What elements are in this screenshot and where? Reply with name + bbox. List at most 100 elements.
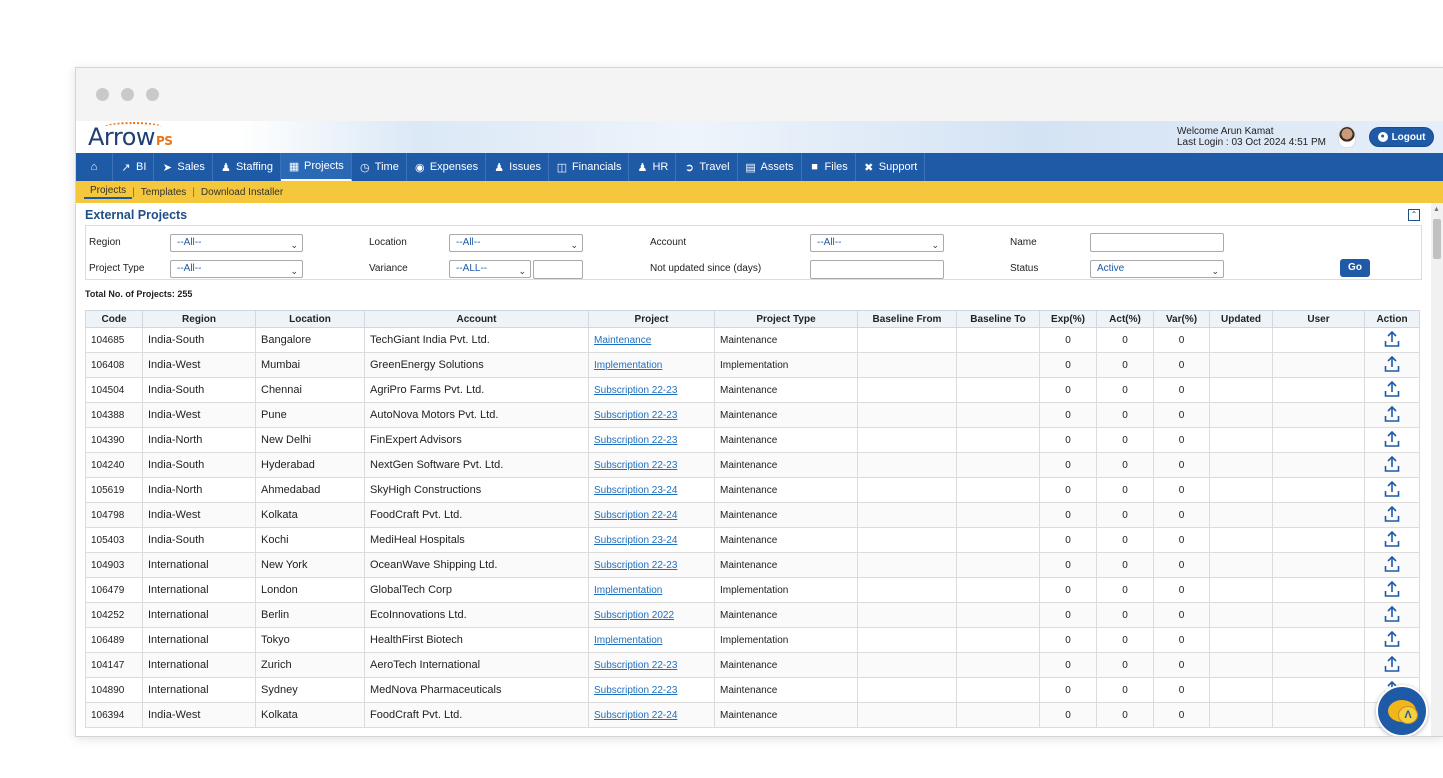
nav-item-files[interactable]: ■ Files — [802, 153, 856, 181]
project-link[interactable]: Subscription 22-23 — [594, 435, 678, 446]
column-header-action[interactable]: Action — [1364, 310, 1420, 328]
chat-assistant-button[interactable]: Λ — [1376, 685, 1428, 736]
nav-item-home[interactable]: ⌂ — [76, 153, 113, 181]
table-row[interactable]: 104890 International Sydney MedNova Pharmac… — [85, 677, 1420, 703]
location-select[interactable]: --All-- ⌄ — [449, 234, 583, 252]
nav-item-hr[interactable]: ♟ HR — [629, 153, 677, 181]
not-updated-input[interactable] — [810, 260, 944, 279]
project-link[interactable]: Subscription 2022 — [594, 610, 675, 621]
collapse-icon[interactable]: ⌃ — [1408, 209, 1420, 221]
upload-icon[interactable] — [1384, 580, 1400, 597]
scrollbar-thumb[interactable] — [1433, 219, 1441, 259]
column-header-updated[interactable]: Updated — [1209, 310, 1273, 328]
project-link[interactable]: Subscription 23-24 — [594, 485, 678, 496]
column-header-baseline-to[interactable]: Baseline To — [956, 310, 1040, 328]
avatar[interactable] — [1338, 126, 1356, 148]
upload-icon[interactable] — [1384, 655, 1400, 672]
project-type-select[interactable]: --All-- ⌄ — [170, 260, 303, 278]
window-maximize-dot[interactable] — [146, 88, 159, 101]
variance-input[interactable] — [533, 260, 583, 279]
column-header-code[interactable]: Code — [85, 310, 143, 328]
project-link[interactable]: Subscription 22-23 — [594, 660, 678, 671]
nav-item-time[interactable]: ◷ Time — [352, 153, 407, 181]
upload-icon[interactable] — [1384, 430, 1400, 447]
table-row[interactable]: 106489 International Tokyo HealthFirst Biot… — [85, 627, 1420, 653]
nav-item-projects[interactable]: ▦ Projects — [281, 153, 352, 181]
project-link[interactable]: Subscription 22-24 — [594, 510, 678, 521]
nav-item-financials[interactable]: ◫ Financials — [549, 153, 630, 181]
table-row[interactable]: 105403 India-South Kochi MediHeal Hospitals… — [85, 527, 1420, 553]
upload-icon[interactable] — [1384, 355, 1400, 372]
upload-icon[interactable] — [1384, 630, 1400, 647]
nav-item-staffing[interactable]: ♟ Staffing — [213, 153, 282, 181]
upload-icon[interactable] — [1384, 330, 1400, 347]
upload-icon[interactable] — [1384, 480, 1400, 497]
project-link[interactable]: Subscription 22-23 — [594, 560, 678, 571]
nav-item-bi[interactable]: ↗ BI — [113, 153, 155, 181]
variance-select[interactable]: --ALL-- ⌄ — [449, 260, 531, 278]
table-row[interactable]: 104903 International New York OceanWave Shi… — [85, 552, 1420, 578]
app-logo[interactable]: ArrowPS — [88, 122, 173, 151]
table-row[interactable]: 106394 India-West Kolkata FoodCraft Pvt. Lt… — [85, 702, 1420, 728]
name-input[interactable] — [1090, 233, 1224, 252]
project-link[interactable]: Implementation — [594, 360, 663, 371]
upload-icon[interactable] — [1384, 605, 1400, 622]
table-row[interactable]: 106479 International London GlobalTech Corp… — [85, 577, 1420, 603]
table-row[interactable]: 104504 India-South Chennai AgriPro Farms Pv… — [85, 377, 1420, 403]
table-row[interactable]: 104147 International Zurich AeroTech Intern… — [85, 652, 1420, 678]
window-minimize-dot[interactable] — [121, 88, 134, 101]
project-link[interactable]: Subscription 22-23 — [594, 460, 678, 471]
column-header-project[interactable]: Project — [588, 310, 715, 328]
nav-item-support[interactable]: ✖ Support — [856, 153, 926, 181]
scroll-up-icon[interactable]: ▲ — [1433, 206, 1440, 213]
table-row[interactable]: 104685 India-South Bangalore TechGiant Indi… — [85, 327, 1420, 353]
project-link[interactable]: Subscription 22-23 — [594, 410, 678, 421]
status-select[interactable]: Active ⌄ — [1090, 260, 1224, 278]
nav-item-issues[interactable]: ♟ Issues — [486, 153, 549, 181]
project-link[interactable]: Implementation — [594, 635, 663, 646]
region-cell: India-South — [142, 527, 256, 553]
region-select[interactable]: --All-- ⌄ — [170, 234, 303, 252]
upload-icon[interactable] — [1384, 380, 1400, 397]
project-link[interactable]: Subscription 22-23 — [594, 685, 678, 696]
nav-item-sales[interactable]: ➤ Sales — [154, 153, 213, 181]
project-link[interactable]: Maintenance — [594, 335, 652, 346]
upload-icon[interactable] — [1384, 505, 1400, 522]
column-header-exp[interactable]: Exp(%) — [1039, 310, 1097, 328]
subnav-projects[interactable]: Projects — [84, 185, 133, 199]
project-link[interactable]: Subscription 22-24 — [594, 710, 678, 721]
column-header-user[interactable]: User — [1272, 310, 1365, 328]
table-row[interactable]: 104390 India-North New Delhi FinExpert Advi… — [85, 427, 1420, 453]
column-header-project-type[interactable]: Project Type — [714, 310, 858, 328]
table-row[interactable]: 104240 India-South Hyderabad NextGen Softwa… — [85, 452, 1420, 478]
column-header-region[interactable]: Region — [142, 310, 256, 328]
table-row[interactable]: 105619 India-North Ahmedabad SkyHigh Constr… — [85, 477, 1420, 503]
logout-button[interactable]: ● Logout — [1369, 127, 1434, 147]
upload-icon[interactable] — [1384, 405, 1400, 422]
upload-icon[interactable] — [1384, 555, 1400, 572]
table-row[interactable]: 104388 India-West Pune AutoNova Motors Pvt.… — [85, 402, 1420, 428]
column-header-baseline-from[interactable]: Baseline From — [857, 310, 957, 328]
table-row[interactable]: 104798 India-West Kolkata FoodCraft Pvt. Lt… — [85, 502, 1420, 528]
upload-icon[interactable] — [1384, 530, 1400, 547]
table-row[interactable]: 104252 International Berlin EcoInnovations … — [85, 602, 1420, 628]
go-button[interactable]: Go — [1340, 259, 1370, 277]
project-link[interactable]: Implementation — [594, 585, 663, 596]
nav-item-travel[interactable]: ➲ Travel — [676, 153, 738, 181]
column-header-account[interactable]: Account — [364, 310, 589, 328]
vertical-scrollbar[interactable]: ▲ — [1431, 203, 1443, 736]
account-select[interactable]: --All-- ⌄ — [810, 234, 944, 252]
column-header-location[interactable]: Location — [255, 310, 365, 328]
column-header-act[interactable]: Act(%) — [1096, 310, 1154, 328]
project-link[interactable]: Subscription 23-24 — [594, 535, 678, 546]
subnav-templates[interactable]: Templates — [140, 186, 187, 198]
folder-icon: ■ — [811, 161, 818, 173]
subnav-download-installer[interactable]: Download Installer — [200, 186, 284, 198]
nav-item-expenses[interactable]: ◉ Expenses — [407, 153, 487, 181]
project-link[interactable]: Subscription 22-23 — [594, 385, 678, 396]
window-close-dot[interactable] — [96, 88, 109, 101]
nav-item-assets[interactable]: ▤ Assets — [738, 153, 802, 181]
column-header-var[interactable]: Var(%) — [1153, 310, 1210, 328]
table-row[interactable]: 106408 India-West Mumbai GreenEnergy Soluti… — [85, 352, 1420, 378]
upload-icon[interactable] — [1384, 455, 1400, 472]
